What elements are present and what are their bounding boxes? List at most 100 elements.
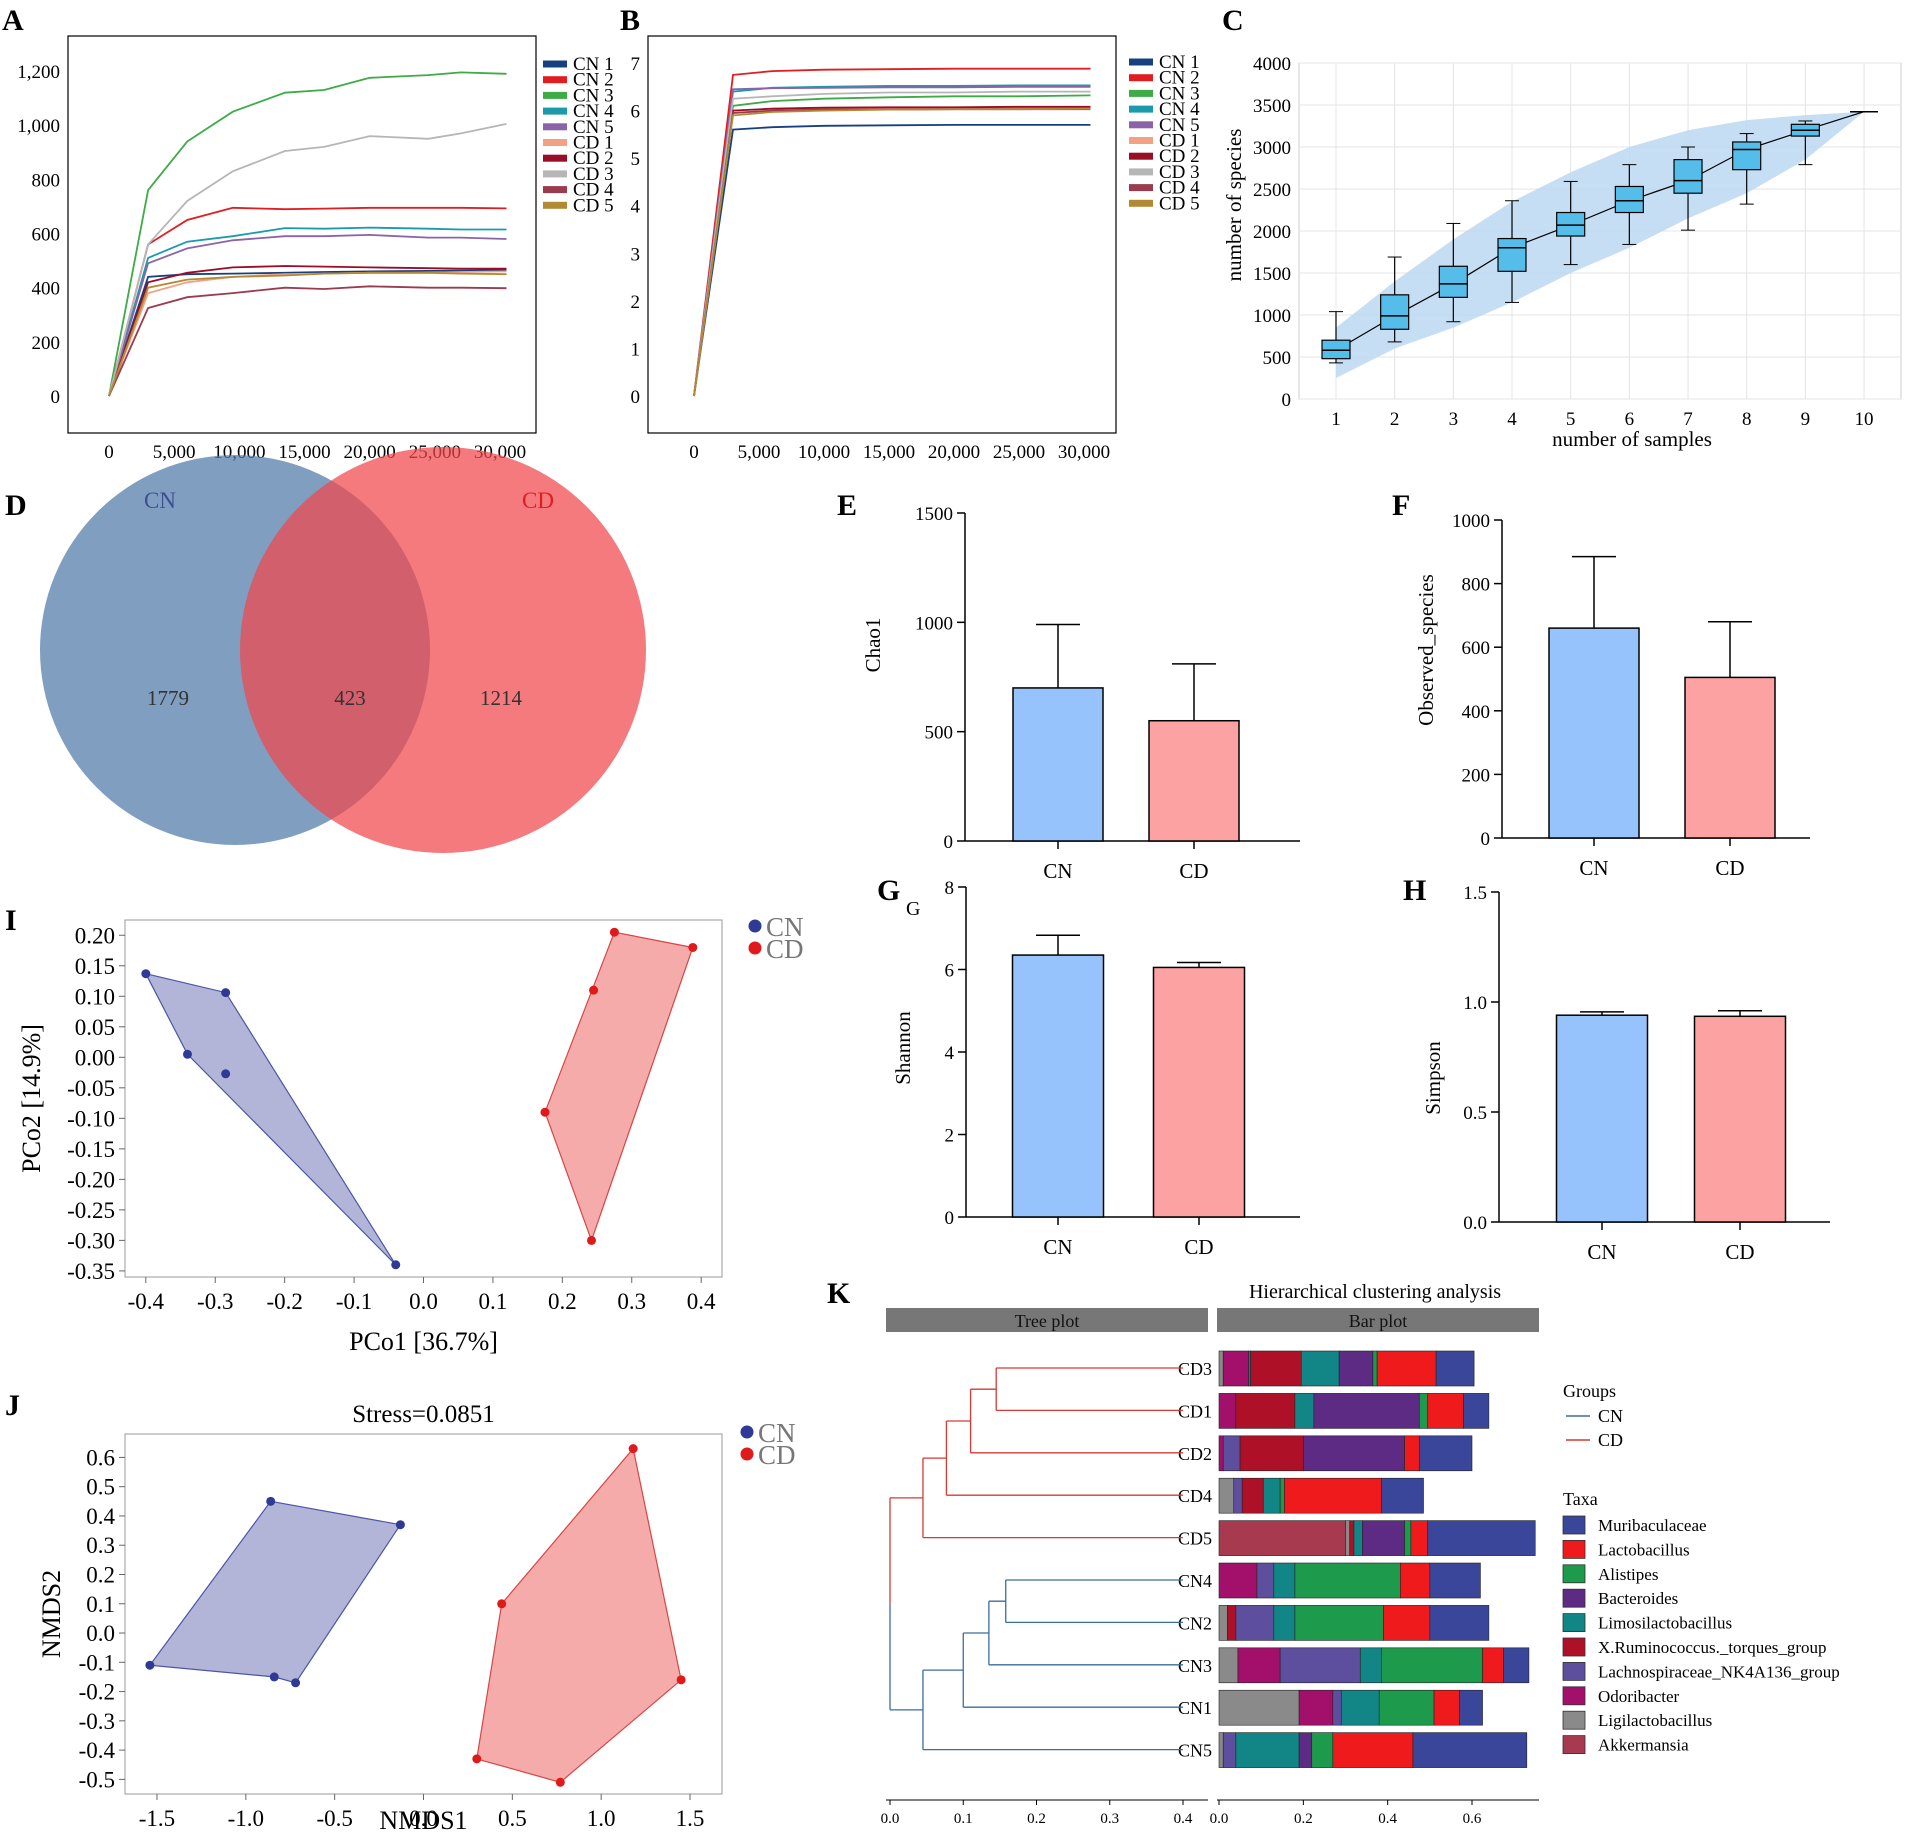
legend-label: CD 1 (1159, 131, 1200, 152)
taxa-legend-label: Muribaculaceae (1598, 1516, 1707, 1535)
stack-segment (1235, 1393, 1296, 1429)
series-line-cd5 (108, 271, 507, 397)
venn-count-cn-only: 1779 (147, 686, 189, 710)
series-line-cn2 (108, 206, 507, 397)
legend-swatch (1129, 152, 1153, 160)
box-body (1732, 141, 1762, 171)
x-tick-label: 10,000 (798, 442, 850, 463)
y-tick-label: -0.25 (67, 1198, 115, 1223)
box-body (1321, 339, 1351, 360)
y-tick-label: -0.4 (79, 1738, 116, 1763)
y-tick-label: -0.10 (67, 1106, 115, 1131)
box-body (1438, 265, 1468, 298)
y-tick-label: 400 (1462, 702, 1491, 723)
y-tick-label: 5 (631, 149, 641, 170)
stack-segment (1273, 1605, 1296, 1641)
legend-label: CN 1 (1159, 52, 1200, 73)
stack-segment (1262, 1477, 1281, 1514)
sample-label-cd5: CD5 (1178, 1529, 1212, 1549)
legend-swatch (543, 170, 567, 178)
box-body (1614, 185, 1644, 214)
y-tick-label: 4000 (1253, 54, 1291, 75)
point-cd (555, 1777, 565, 1787)
bar-cd (1148, 719, 1240, 842)
y-tick-label: 0 (51, 387, 61, 408)
stack-segment (1256, 1562, 1275, 1599)
bar-header-label: Bar plot (1349, 1311, 1408, 1331)
legend-swatch (543, 123, 567, 131)
x-tick-label: 2 (1390, 409, 1400, 430)
x-tick-label: CD (1725, 1240, 1754, 1264)
legend-label: CD 4 (573, 180, 614, 201)
y-tick-label: -0.5 (79, 1767, 115, 1792)
x-tick-label: 1.0 (587, 1806, 616, 1831)
taxa-legend-swatch (1562, 1564, 1586, 1584)
hull-cn (144, 972, 397, 1266)
stack-segment (1427, 1520, 1536, 1556)
legend-label: CD 2 (573, 148, 614, 169)
bar-cn (1555, 1014, 1649, 1223)
x-tick-label: -1.0 (228, 1806, 264, 1831)
y-tick-label: 1.0 (1463, 993, 1487, 1014)
taxa-legend-label: Alistipes (1598, 1565, 1658, 1584)
stack-segment (1459, 1689, 1483, 1726)
tree-x-tick-label: 0.2 (1027, 1811, 1046, 1827)
x-tick-label: CN (1587, 1240, 1616, 1264)
y-tick-label: 1500 (915, 504, 953, 525)
legend-marker-cd (740, 1447, 754, 1461)
panel-label-c: C (1222, 4, 1244, 37)
groups-legend-title: Groups (1563, 1381, 1616, 1401)
box-body (1497, 237, 1527, 272)
taxa-legend-swatch (1562, 1686, 1586, 1706)
stack-segment (1340, 1689, 1380, 1726)
series-line-cn1 (108, 269, 507, 397)
stack-segment (1503, 1647, 1530, 1684)
stack-segment (1218, 1477, 1235, 1514)
hull-cn (148, 1500, 402, 1684)
x-tick-label: 20,000 (928, 442, 980, 463)
legend-label: CD 5 (1159, 193, 1200, 214)
stack-segment (1218, 1435, 1224, 1472)
series-line-cd3 (693, 90, 1091, 397)
stack-segment (1400, 1562, 1431, 1599)
sample-label-cn1: CN1 (1178, 1698, 1212, 1718)
taxa-legend-swatch (1562, 1613, 1586, 1632)
series-line-cd2 (108, 265, 507, 397)
tree-x-tick-label: 0.3 (1100, 1811, 1119, 1827)
venn-set-label-cn: CN (144, 488, 176, 513)
series-line-cn4 (108, 226, 507, 397)
legend-label-cd: CD (766, 934, 804, 964)
stack-segment (1300, 1350, 1340, 1387)
legend-label: CD 3 (573, 164, 614, 185)
y-tick-label: 0.5 (86, 1475, 115, 1500)
point-cn (291, 1678, 301, 1688)
y-tick-label: 0 (631, 387, 641, 408)
y-axis-label: Shannon (891, 1011, 915, 1085)
x-tick-label: -0.1 (336, 1289, 372, 1314)
legend-label: CD 5 (573, 195, 614, 216)
stack-segment (1435, 1350, 1475, 1387)
stack-segment (1222, 1435, 1241, 1472)
point-cd (676, 1675, 686, 1685)
taxa-legend-swatch (1562, 1735, 1586, 1754)
y-tick-label: 2 (945, 1126, 955, 1147)
stack-segment (1372, 1350, 1378, 1387)
bar-x-tick-label: 0.4 (1378, 1811, 1397, 1827)
groups-legend-label-cn: CN (1598, 1406, 1623, 1426)
x-tick-label: -1.5 (139, 1806, 175, 1831)
point-cd (628, 1444, 638, 1454)
y-tick-label: 4 (945, 1043, 955, 1064)
stack-segment (1433, 1689, 1460, 1726)
panel-b-rarefaction-shannon: 0 5,000 10,000 15,000 20,000 25,000 30,000 0 1 2 3… (631, 35, 1200, 463)
panel-label-i: I (5, 904, 17, 937)
y-tick-label: 3 (631, 244, 641, 265)
stack-segment (1227, 1605, 1237, 1641)
y-tick-label: 0.15 (75, 954, 115, 979)
stack-segment (1218, 1393, 1237, 1429)
y-tick-label: -0.1 (79, 1650, 115, 1675)
legend-label: CN 5 (573, 117, 614, 138)
x-tick-label: 7 (1683, 409, 1693, 430)
y-axis-label: number of species (1222, 129, 1246, 282)
stack-segment (1404, 1435, 1420, 1472)
legend-label: CN 3 (1159, 83, 1200, 104)
